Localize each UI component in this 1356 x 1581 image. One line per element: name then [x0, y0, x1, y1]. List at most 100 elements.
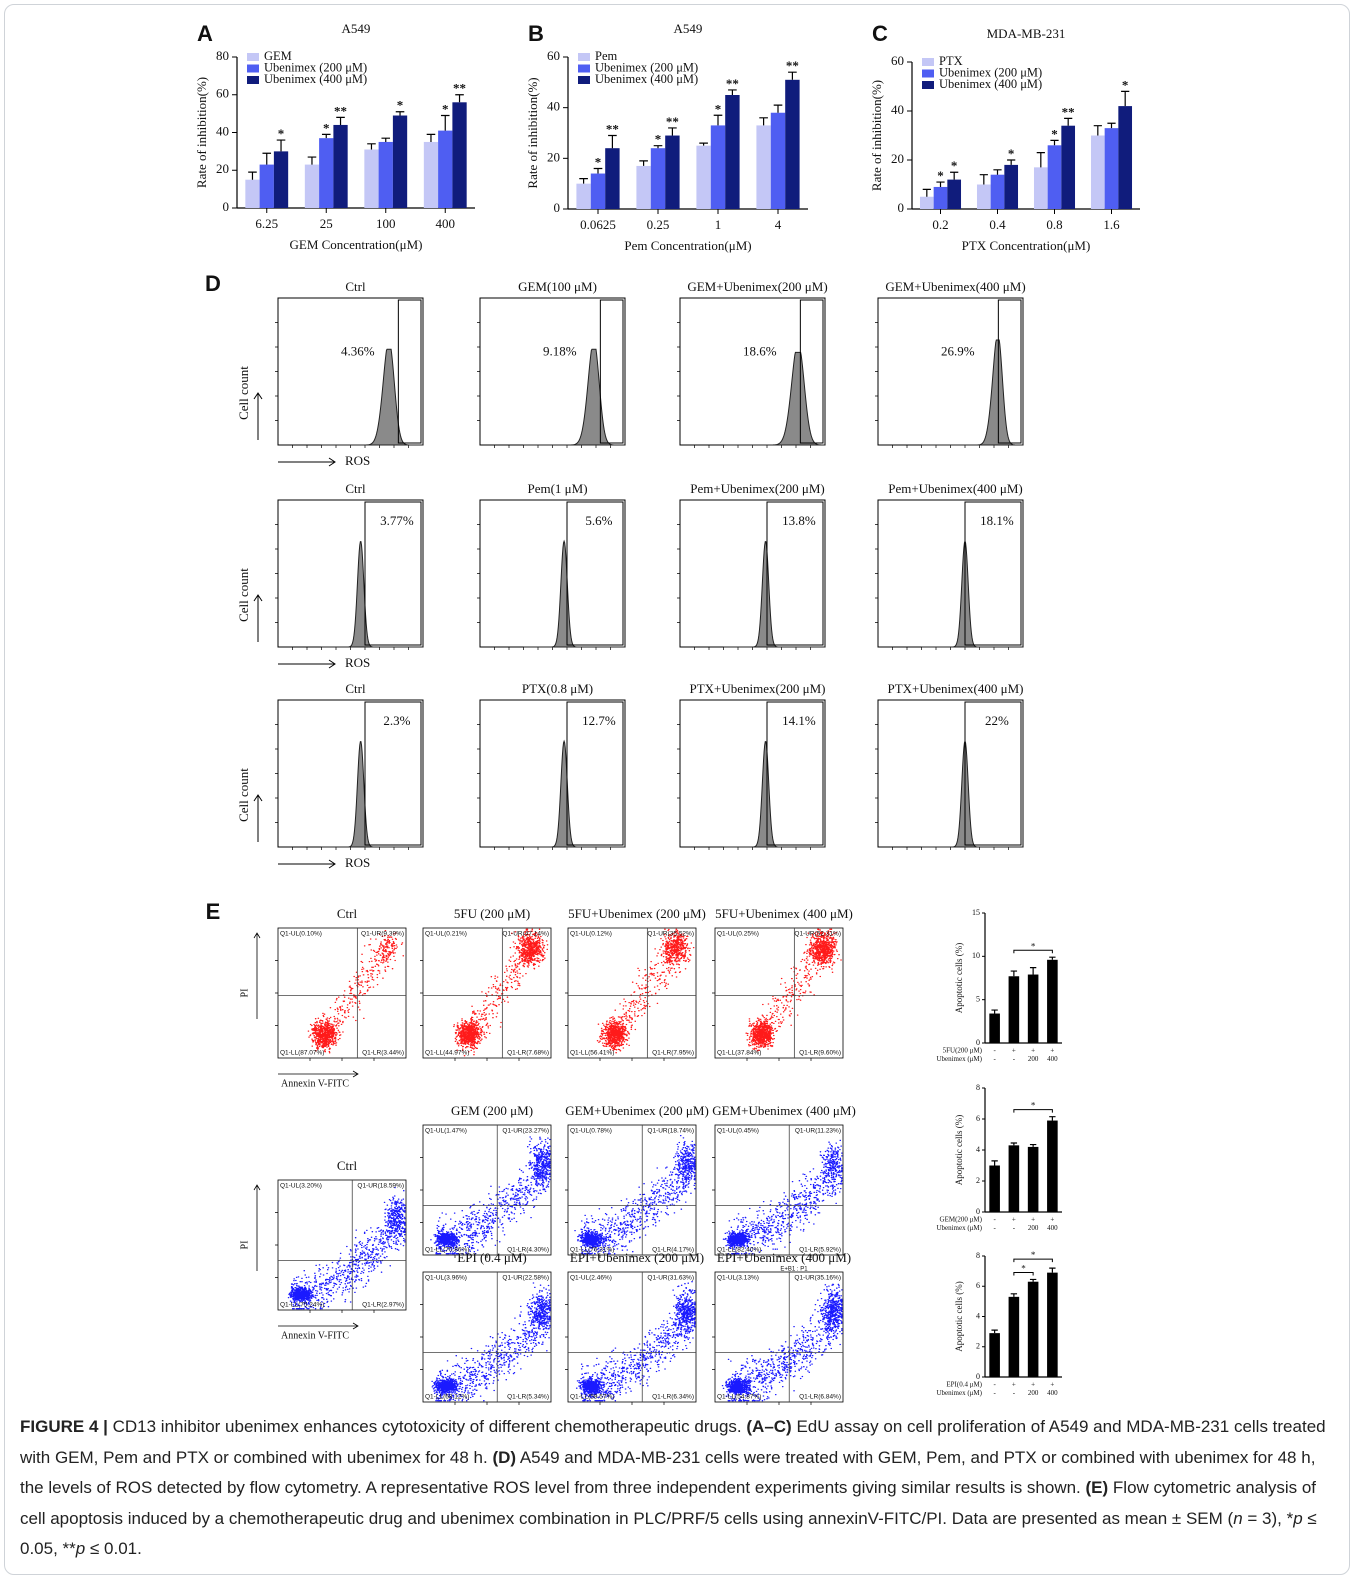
significance-mark: **	[606, 122, 619, 137]
treatment-level: -	[1013, 1389, 1016, 1397]
error-bar	[699, 143, 708, 146]
treatment-level: -	[993, 1055, 996, 1063]
bar	[333, 125, 347, 208]
y-tick-label: 4	[976, 1311, 980, 1320]
significance-mark: **	[334, 103, 347, 118]
plot-title: GEM+Ubenimex(400 μM)	[885, 279, 1025, 294]
bar	[319, 138, 333, 208]
significance-mark: *	[655, 132, 662, 147]
plot-title: EPI (0.4 μM)	[457, 1250, 526, 1265]
gate-percent: 3.77%	[380, 513, 414, 528]
y-tick-label: 2	[976, 1176, 980, 1185]
legend-swatch	[247, 65, 259, 73]
error-bar	[367, 144, 376, 150]
x-axis-label: ROS	[345, 655, 370, 670]
error-bar	[993, 170, 1001, 175]
y-tick-label: 10	[972, 951, 980, 960]
error-bar	[1030, 1279, 1036, 1281]
bar	[1009, 976, 1020, 1043]
quadrant-label: Q1-LR(2.97%)	[362, 1302, 404, 1309]
figure-caption: FIGURE 4 | CD13 inhibitor ubenimex enhan…	[20, 1412, 1336, 1565]
significance-mark: *	[397, 98, 404, 113]
error-bar	[1011, 1143, 1017, 1145]
quadrant-label: Q1-UR(47.14%)	[502, 931, 549, 938]
quadrant-label: Q1-LR(7.95%)	[652, 1050, 694, 1057]
treatment-level: -	[993, 1381, 996, 1389]
error-bar	[1049, 1117, 1055, 1121]
chart-title: MDA-MB-231	[987, 26, 1066, 41]
y-tick-label: 0	[223, 199, 230, 214]
y-tick-label: 20	[547, 149, 560, 164]
plot-title: Pem+Ubenimex(400 μM)	[888, 481, 1023, 496]
treatment-level: -	[1013, 1224, 1016, 1232]
bar	[785, 80, 799, 209]
legend-swatch	[578, 65, 590, 73]
treatment-level: +	[1031, 1216, 1035, 1224]
x-tick-label: 400	[436, 216, 456, 231]
significance-mark: *	[937, 168, 944, 183]
quadrant-label: Q1-LR(5.34%)	[507, 1394, 549, 1401]
caption-text: FIGURE 4 |	[20, 1417, 113, 1436]
bar	[1105, 128, 1119, 209]
bar	[756, 125, 770, 209]
y-tick-label: 5	[976, 994, 980, 1003]
error-bar	[427, 134, 436, 142]
x-tick-label: 25	[320, 216, 333, 231]
error-bar	[1030, 968, 1036, 975]
treatment-level: +	[1031, 1047, 1035, 1055]
quadrant-label: Q1-UR(18.74%)	[647, 1128, 694, 1135]
bar	[947, 180, 961, 209]
axis-arrow	[254, 795, 262, 842]
legend-swatch	[922, 58, 934, 66]
quadrant-label: Q1-LR(3.44%)	[362, 1050, 404, 1057]
histogram-peak	[524, 541, 626, 647]
legend-swatch	[247, 76, 259, 84]
bar	[1048, 145, 1062, 209]
quadrant-label: Q1-UL(0.10%)	[280, 931, 322, 938]
bar	[989, 1014, 1000, 1043]
error-bar	[991, 1010, 997, 1013]
quadrant-label: Q1-LR(6.84%)	[799, 1394, 841, 1401]
y-tick-label: 0	[898, 200, 905, 215]
y-tick-label: 0	[976, 1207, 980, 1216]
treatment-level: +	[1050, 1381, 1054, 1389]
quadrant-label: Q1-UR(22.58%)	[502, 1275, 549, 1282]
bar	[1009, 1145, 1020, 1212]
error-bar	[639, 161, 648, 166]
axis-ticks	[875, 525, 1009, 651]
bar	[665, 136, 679, 209]
quadrant-label: Q1-LL(54.87%)	[717, 1394, 761, 1401]
y-axis-label: PI	[239, 989, 250, 998]
x-axis-label: Pem Concentration(μM)	[624, 238, 751, 253]
error-bar	[1094, 126, 1102, 136]
axis-arrow	[278, 860, 335, 868]
legend-swatch	[922, 70, 934, 78]
bar	[1028, 1282, 1039, 1377]
error-bar	[336, 117, 345, 125]
bar	[379, 142, 393, 208]
axis-ticks	[477, 725, 611, 851]
significance-mark: *	[1008, 146, 1015, 161]
histogram-peak	[524, 349, 626, 445]
quadrant-label: Q1-UL(0.25%)	[717, 931, 759, 938]
quadrant-label: Q1-UL(0.78%)	[570, 1128, 612, 1135]
caption-text: ≤ 0.01.	[85, 1539, 142, 1558]
plot-title: PTX+Ubenimex(200 μM)	[690, 681, 826, 696]
legend-swatch	[578, 53, 590, 61]
y-axis-label: Apoptotic cells (%)	[954, 1281, 964, 1351]
y-axis-label: Rate of inhibition(%)	[869, 80, 884, 191]
error-bar	[1037, 153, 1045, 168]
error-bar	[1049, 957, 1055, 960]
bar	[1004, 165, 1018, 209]
y-tick-label: 80	[216, 48, 229, 63]
quadrant-label: Q1-UL(0.12%)	[570, 931, 612, 938]
legend-swatch	[247, 53, 259, 61]
treatment-level: 400	[1047, 1224, 1058, 1232]
gate-percent: 9.18%	[543, 343, 577, 358]
x-tick-label: 0.0625	[580, 217, 616, 232]
treatment-level: 200	[1028, 1224, 1039, 1232]
treatment-label: Ubenimex (μM)	[936, 1055, 982, 1063]
bar	[771, 113, 785, 209]
bar	[1028, 1147, 1039, 1212]
histogram-peak	[724, 742, 826, 847]
